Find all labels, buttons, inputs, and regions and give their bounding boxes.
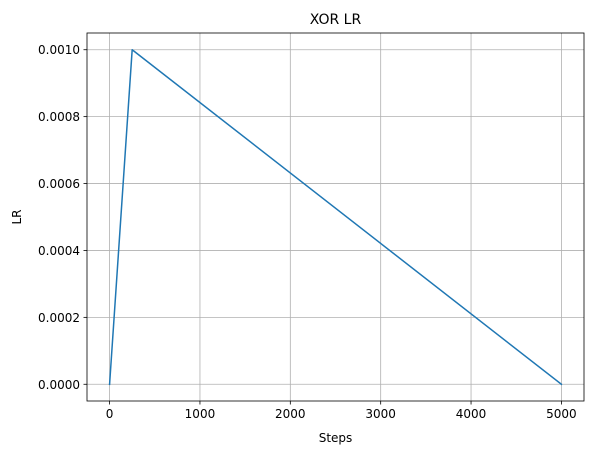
y-tick-label: 0.0008	[38, 110, 80, 124]
ticks: 0 1000 2000 3000 4000 5000 0.0000 0.0002 0.0004 0…	[38, 43, 577, 421]
x-tick-label: 2000	[275, 407, 306, 421]
x-tick-label: 3000	[365, 407, 396, 421]
y-tick-label: 0.0010	[38, 43, 80, 57]
x-tick-label: 1000	[185, 407, 216, 421]
chart-title: XOR LR	[310, 12, 362, 28]
y-tick-label: 0.0002	[38, 311, 80, 325]
series-line	[108, 48, 563, 386]
y-tick-label: 0.0000	[38, 378, 80, 392]
y-axis-label: LR	[10, 209, 24, 224]
x-tick-label: 0	[106, 407, 114, 421]
x-tick-label: 5000	[546, 407, 577, 421]
series-layer	[108, 48, 563, 386]
x-tick-label: 4000	[456, 407, 487, 421]
y-tick-label: 0.0006	[38, 177, 80, 191]
plot-frame	[86, 32, 585, 402]
y-tick-label: 0.0004	[38, 244, 80, 258]
grid	[87, 33, 584, 401]
x-axis-label: Steps	[319, 431, 353, 445]
